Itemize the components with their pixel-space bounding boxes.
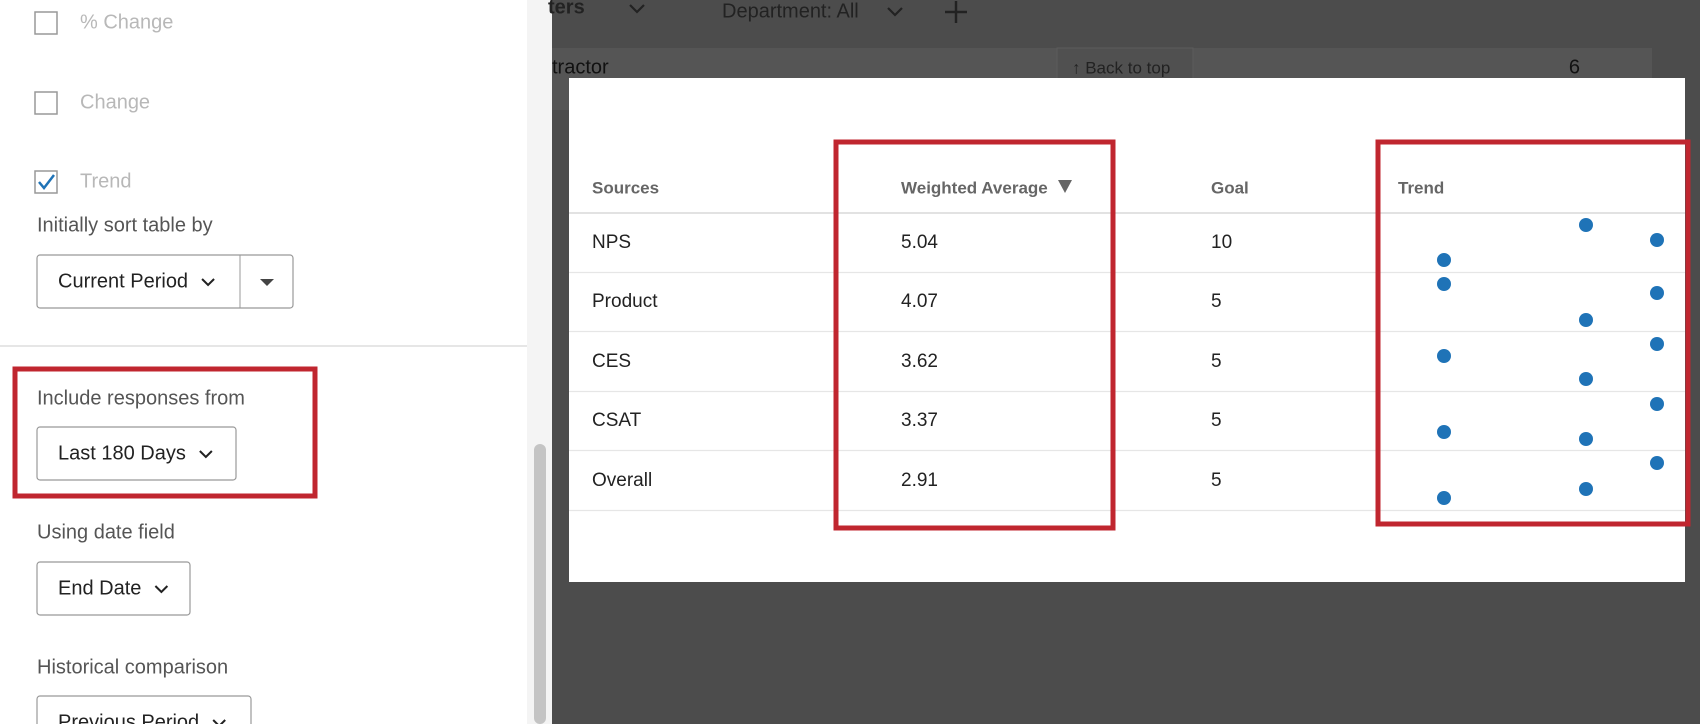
source-name: NPS [592, 232, 631, 253]
chevron [199, 450, 213, 459]
trend-dot [1579, 313, 1593, 327]
trend-dot [1579, 372, 1593, 386]
trend-dot [1437, 253, 1451, 267]
trend-dot [1579, 218, 1593, 232]
chevron [212, 719, 226, 724]
scrollbar[interactable] [534, 444, 546, 724]
sort-arrow[interactable] [1058, 180, 1072, 193]
source-name: CES [592, 351, 631, 372]
trend-dot [1437, 491, 1451, 505]
weighted-average: 3.62 [901, 351, 938, 372]
option-label: % Change [80, 11, 173, 33]
field-label: Using date field [37, 521, 175, 543]
highlights [12, 139, 1691, 531]
field-label: Include responses from [37, 387, 245, 409]
trend-dot [1437, 425, 1451, 439]
highlight-box [1375, 139, 1691, 527]
trend-dot [1579, 482, 1593, 496]
dropdown-arrow [260, 279, 274, 286]
add-icon[interactable] [945, 1, 967, 23]
source-name: Product [592, 291, 658, 312]
dropdown[interactable] [36, 561, 191, 616]
row-label: tractor [552, 56, 609, 78]
goal: 5 [1211, 410, 1222, 431]
row-value: 6 [1569, 56, 1580, 78]
weighted-average: 4.07 [901, 291, 938, 312]
trend-dot [1437, 277, 1451, 291]
goal: 5 [1211, 470, 1222, 491]
weighted-average: 2.91 [901, 470, 938, 491]
trend-dot [1650, 337, 1664, 351]
trend-dot [1650, 456, 1664, 470]
trend-dot [1437, 349, 1451, 363]
dropdown-value: Last 180 Days [58, 442, 186, 464]
trend-dot [1650, 397, 1664, 411]
checkmark [38, 174, 55, 190]
trend-dot [1650, 286, 1664, 300]
dropdown-value: Current Period [58, 270, 188, 292]
trend-dots [1437, 218, 1664, 505]
goal: 5 [1211, 291, 1222, 312]
source-name: Overall [592, 470, 652, 491]
dropdown[interactable] [36, 254, 294, 309]
chevron [629, 4, 903, 17]
column-header: Goal [1211, 178, 1249, 197]
source-name: CSAT [592, 410, 642, 431]
highlight-box [833, 139, 1116, 531]
dropdown[interactable] [36, 695, 252, 724]
back-to-top[interactable]: ↑ Back to top [1072, 58, 1170, 77]
checkbox[interactable] [34, 91, 58, 115]
checkbox[interactable] [34, 11, 58, 35]
highlight-box [12, 366, 318, 499]
column-header: Trend [1398, 178, 1444, 197]
goal: 5 [1211, 351, 1222, 372]
dropdown-value: Previous Period [58, 711, 199, 724]
toolbar-text[interactable]: Department: All [722, 0, 859, 22]
chevron [201, 278, 215, 287]
dropdown[interactable] [36, 426, 237, 481]
trend-dot [1579, 432, 1593, 446]
chevron [154, 585, 169, 594]
column-header: Sources [592, 178, 659, 197]
field-label: Historical comparison [37, 656, 228, 678]
option-label: Change [80, 91, 150, 113]
weighted-average: 3.37 [901, 410, 938, 431]
checkbox[interactable] [34, 170, 58, 194]
modal [569, 78, 1685, 582]
dropdown-value: End Date [58, 577, 141, 599]
option-label: Trend [80, 170, 132, 192]
trend-dot [1650, 233, 1664, 247]
column-header[interactable]: Weighted Average [901, 178, 1048, 197]
weighted-average: 5.04 [901, 232, 938, 253]
field-label: Initially sort table by [37, 214, 213, 236]
toolbar-text: ters [548, 0, 585, 18]
goal: 10 [1211, 232, 1232, 253]
